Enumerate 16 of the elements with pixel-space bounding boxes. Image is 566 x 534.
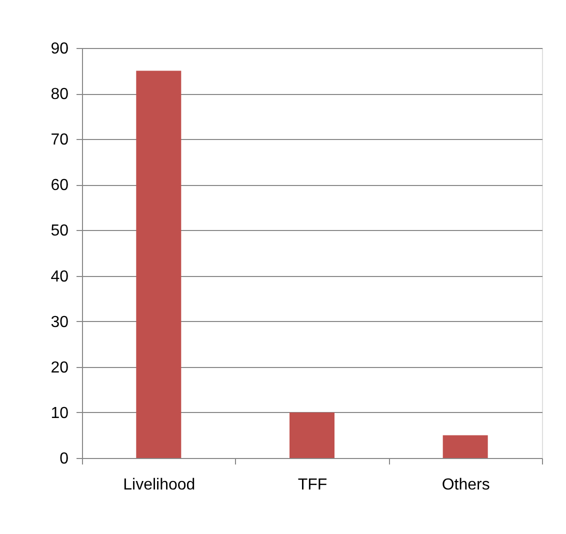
y-tick-label: 60 bbox=[50, 177, 69, 194]
y-tick-label: 20 bbox=[50, 359, 69, 376]
y-tick-label: 50 bbox=[50, 222, 69, 240]
y-tick-label: 0 bbox=[60, 450, 69, 468]
y-tick-label: 80 bbox=[50, 86, 69, 104]
y-tick-label: 70 bbox=[50, 132, 69, 149]
bar bbox=[442, 435, 488, 458]
bar bbox=[136, 70, 182, 458]
bar bbox=[290, 412, 334, 458]
y-tick-label: 40 bbox=[50, 268, 69, 286]
y-tick-label: 10 bbox=[50, 404, 69, 422]
x-tick-label: Livelihood bbox=[123, 476, 196, 494]
x-tick-label: TFF bbox=[298, 476, 328, 494]
y-tick-label: 30 bbox=[50, 314, 69, 331]
y-tick-label: 90 bbox=[50, 40, 69, 58]
x-tick-label: Others bbox=[442, 476, 490, 494]
